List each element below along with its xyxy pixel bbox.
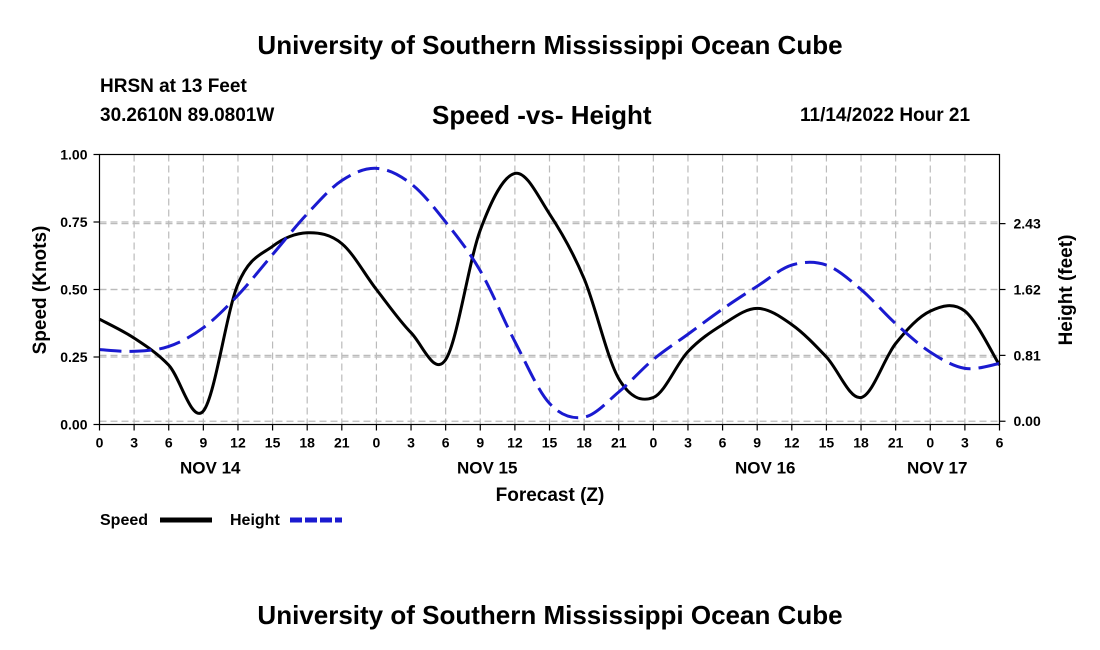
x-tick-label: 3 bbox=[684, 435, 692, 451]
y-tick-label: 0.50 bbox=[60, 282, 87, 298]
x-tick-label: 12 bbox=[784, 435, 800, 451]
y-tick-label: 0.25 bbox=[60, 349, 87, 365]
y-tick-label: 1.00 bbox=[60, 147, 87, 163]
y2-tick-label: 1.62 bbox=[1014, 282, 1041, 298]
x-tick-label: 0 bbox=[926, 435, 934, 451]
y2-tick-label: 0.81 bbox=[1014, 347, 1041, 363]
y2-tick-label: 0.00 bbox=[1014, 413, 1041, 429]
x-tick-label: 6 bbox=[719, 435, 727, 451]
x-tick-label: 3 bbox=[961, 435, 969, 451]
x-tick-label: 12 bbox=[230, 435, 246, 451]
station-label: HRSN at 13 Feet bbox=[100, 76, 247, 97]
station-coordinates: 30.2610N 89.0801W bbox=[100, 105, 275, 126]
y2-axis-label: Height (feet) bbox=[1056, 235, 1077, 346]
x-tick-label: 9 bbox=[476, 435, 484, 451]
series-height-line bbox=[99, 166, 1000, 420]
x-tick-label: 6 bbox=[165, 435, 173, 451]
x-tick-label: 3 bbox=[130, 435, 138, 451]
x-tick-label: 12 bbox=[507, 435, 523, 451]
y-axis-label: Speed (Knots) bbox=[30, 226, 51, 355]
x-tick-label: 18 bbox=[299, 435, 315, 451]
legend: Speed Height bbox=[100, 512, 342, 529]
x-tick-label: 18 bbox=[853, 435, 869, 451]
x-day-label: NOV 14 bbox=[180, 459, 241, 478]
legend-height-label: Height bbox=[230, 512, 280, 529]
x-day-label: NOV 15 bbox=[457, 459, 517, 478]
x-tick-label: 18 bbox=[576, 435, 592, 451]
x-tick-label: 15 bbox=[542, 435, 558, 451]
x-tick-label: 3 bbox=[407, 435, 415, 451]
x-tick-label: 9 bbox=[199, 435, 207, 451]
y-tick-label: 0.75 bbox=[60, 214, 87, 230]
x-axis-label: Forecast (Z) bbox=[496, 485, 605, 506]
x-day-label: NOV 17 bbox=[907, 459, 967, 478]
x-tick-label: 21 bbox=[888, 435, 904, 451]
x-tick-label: 15 bbox=[265, 435, 281, 451]
series-layer bbox=[98, 166, 1001, 420]
legend-speed-label: Speed bbox=[100, 512, 148, 529]
y2-tick-label: 2.43 bbox=[1014, 216, 1041, 232]
x-tick-label: 0 bbox=[649, 435, 657, 451]
x-tick-label: 21 bbox=[334, 435, 350, 451]
chart-title: Speed -vs- Height bbox=[432, 100, 652, 130]
x-tick-label: 0 bbox=[373, 435, 381, 451]
x-tick-label: 6 bbox=[442, 435, 450, 451]
axis-ticks: 0 3 6 9 12 15 18 21 0 3 6 9 12 15 18 21 0 3 6 9 12 15 18 21 0 3 60… bbox=[60, 147, 1041, 478]
x-tick-label: 6 bbox=[996, 435, 1004, 451]
x-tick-label: 21 bbox=[611, 435, 627, 451]
forecast-timestamp: 11/14/2022 Hour 21 bbox=[800, 105, 971, 126]
x-tick-label: 15 bbox=[819, 435, 835, 451]
footer-title: University of Southern Mississippi Ocean… bbox=[257, 600, 843, 630]
series-speed-line bbox=[98, 171, 1001, 415]
page-title: University of Southern Mississippi Ocean… bbox=[257, 30, 843, 60]
y-tick-label: 0.00 bbox=[60, 417, 87, 433]
x-tick-label: 9 bbox=[753, 435, 761, 451]
x-tick-label: 0 bbox=[96, 435, 104, 451]
x-day-label: NOV 16 bbox=[735, 459, 795, 478]
